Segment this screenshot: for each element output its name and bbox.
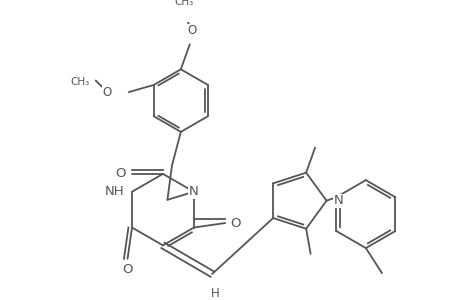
Text: N: N: [333, 194, 343, 207]
Text: CH₃: CH₃: [174, 0, 193, 7]
Text: O: O: [230, 217, 241, 230]
Text: CH₃: CH₃: [70, 77, 89, 87]
Text: O: O: [122, 263, 133, 276]
Text: H: H: [210, 286, 218, 299]
Text: N: N: [189, 185, 198, 198]
Text: O: O: [116, 167, 126, 180]
Text: NH: NH: [105, 185, 124, 198]
Text: O: O: [102, 85, 112, 99]
Text: O: O: [186, 24, 196, 38]
